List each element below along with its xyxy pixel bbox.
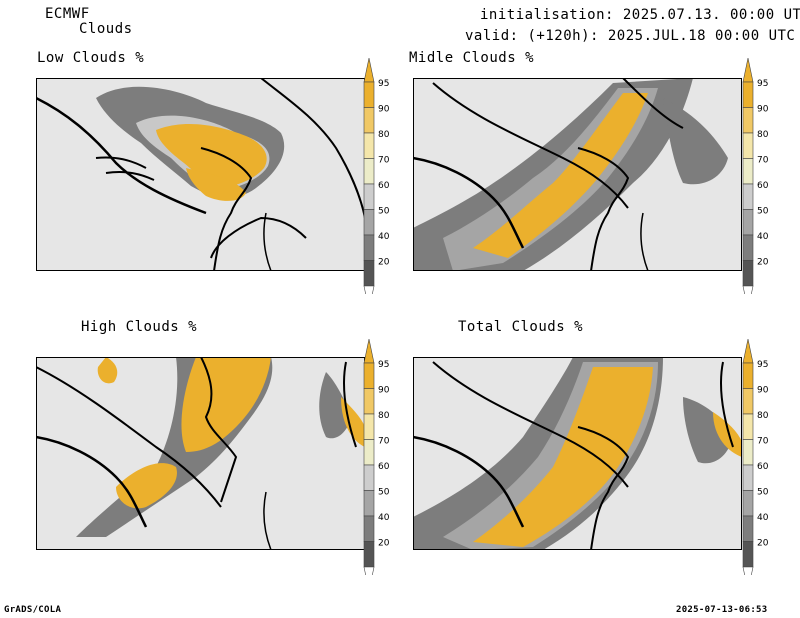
colorbar-tick-label: 40	[757, 232, 769, 242]
colorbar-tick-label: 95	[378, 79, 389, 89]
colorbar-tick-label: 90	[378, 105, 390, 115]
colorbar-tick-label: 60	[378, 181, 390, 191]
product-title: Clouds	[79, 21, 133, 37]
colorbar-low: 95 90 80 70 60 50 40 20	[362, 57, 402, 311]
colorbar-tick-label: 80	[378, 130, 390, 140]
colorbar-tick-label: 90	[757, 105, 769, 115]
colorbar-tick-label: 70	[757, 156, 769, 166]
colorbar-arrow-top	[363, 338, 375, 364]
map-high-clouds	[36, 357, 365, 550]
colorbar-swatch	[363, 234, 375, 261]
colorbar-swatch	[742, 209, 754, 236]
map-low-clouds	[36, 78, 365, 271]
colorbar-tick-label: 50	[378, 488, 390, 498]
colorbar-swatch	[742, 464, 754, 491]
colorbar-swatch	[742, 541, 754, 568]
colorbar-tick-label: 20	[378, 539, 390, 549]
footer-timestamp: 2025-07-13-06:53	[676, 605, 768, 615]
colorbar-arrow-bottom	[742, 566, 754, 592]
colorbar-swatch	[742, 183, 754, 210]
colorbar-tick-label: 50	[378, 207, 390, 217]
footer-software: GrADS/COLA	[4, 605, 62, 615]
colorbar-swatch	[742, 158, 754, 185]
colorbar-tick-label: 20	[757, 539, 769, 549]
colorbar-swatch	[363, 132, 375, 159]
colorbar-tick-label: 90	[757, 386, 769, 396]
colorbar-swatch	[742, 515, 754, 542]
colorbar-swatch	[742, 81, 754, 108]
panel-title-middle: Midle Clouds %	[409, 50, 535, 66]
colorbar-arrow-bottom	[363, 566, 375, 592]
colorbar-tick-label: 60	[757, 181, 769, 191]
colorbar-swatch	[742, 260, 754, 287]
colorbar-tick-label: 80	[757, 130, 769, 140]
colorbar-tick-label: 40	[757, 513, 769, 523]
colorbar-swatch	[742, 132, 754, 159]
colorbar-swatch	[363, 209, 375, 236]
colorbar-arrow-bottom	[363, 285, 375, 311]
colorbar-swatch	[742, 439, 754, 466]
colorbar-swatch	[363, 107, 375, 134]
colorbar-swatch	[363, 388, 375, 415]
valid-time: valid: (+120h): 2025.JUL.18 00:00 UTC	[465, 28, 796, 44]
model-title: ECMWF	[45, 6, 90, 22]
colorbar-swatch	[363, 362, 375, 389]
colorbar-tick-label: 40	[378, 513, 390, 523]
panel-title-total: Total Clouds %	[458, 319, 584, 335]
colorbar-tick-label: 90	[378, 386, 390, 396]
panel-title-high: High Clouds %	[81, 319, 198, 335]
colorbar-swatch	[363, 158, 375, 185]
colorbar-swatch	[363, 260, 375, 287]
colorbar-total: 95 90 80 70 60 50 40 20	[741, 338, 781, 592]
panel-title-low: Low Clouds %	[37, 50, 145, 66]
colorbar-middle: 95 90 80 70 60 50 40 20	[741, 57, 781, 311]
colorbar-tick-label: 70	[378, 437, 390, 447]
colorbar-tick-label: 60	[757, 462, 769, 472]
colorbar-high: 95 90 80 70 60 50 40 20	[362, 338, 402, 592]
colorbar-tick-label: 95	[757, 360, 768, 370]
colorbar-arrow-top	[742, 57, 754, 83]
colorbar-swatch	[742, 490, 754, 517]
colorbar-tick-label: 40	[378, 232, 390, 242]
colorbar-tick-label: 50	[757, 488, 769, 498]
colorbar-swatch	[363, 439, 375, 466]
colorbar-tick-label: 70	[378, 156, 390, 166]
colorbar-tick-label: 50	[757, 207, 769, 217]
map-middle-clouds	[413, 78, 742, 271]
colorbar-tick-label: 95	[757, 79, 768, 89]
colorbar-tick-label: 20	[378, 258, 390, 268]
colorbar-swatch	[363, 541, 375, 568]
colorbar-tick-label: 95	[378, 360, 389, 370]
colorbar-swatch	[742, 362, 754, 389]
colorbar-tick-label: 80	[378, 411, 390, 421]
colorbar-swatch	[363, 490, 375, 517]
colorbar-swatch	[363, 413, 375, 440]
colorbar-swatch	[363, 183, 375, 210]
colorbar-arrow-top	[363, 57, 375, 83]
colorbar-arrow-bottom	[742, 285, 754, 311]
colorbar-tick-label: 70	[757, 437, 769, 447]
map-total-clouds	[413, 357, 742, 550]
colorbar-swatch	[742, 234, 754, 261]
colorbar-tick-label: 80	[757, 411, 769, 421]
colorbar-tick-label: 20	[757, 258, 769, 268]
colorbar-swatch	[742, 107, 754, 134]
colorbar-swatch	[363, 464, 375, 491]
colorbar-swatch	[742, 413, 754, 440]
colorbar-tick-label: 60	[378, 462, 390, 472]
colorbar-swatch	[742, 388, 754, 415]
colorbar-swatch	[363, 81, 375, 108]
init-time: initialisation: 2025.07.13. 00:00 UTC	[480, 7, 800, 23]
colorbar-arrow-top	[742, 338, 754, 364]
colorbar-swatch	[363, 515, 375, 542]
